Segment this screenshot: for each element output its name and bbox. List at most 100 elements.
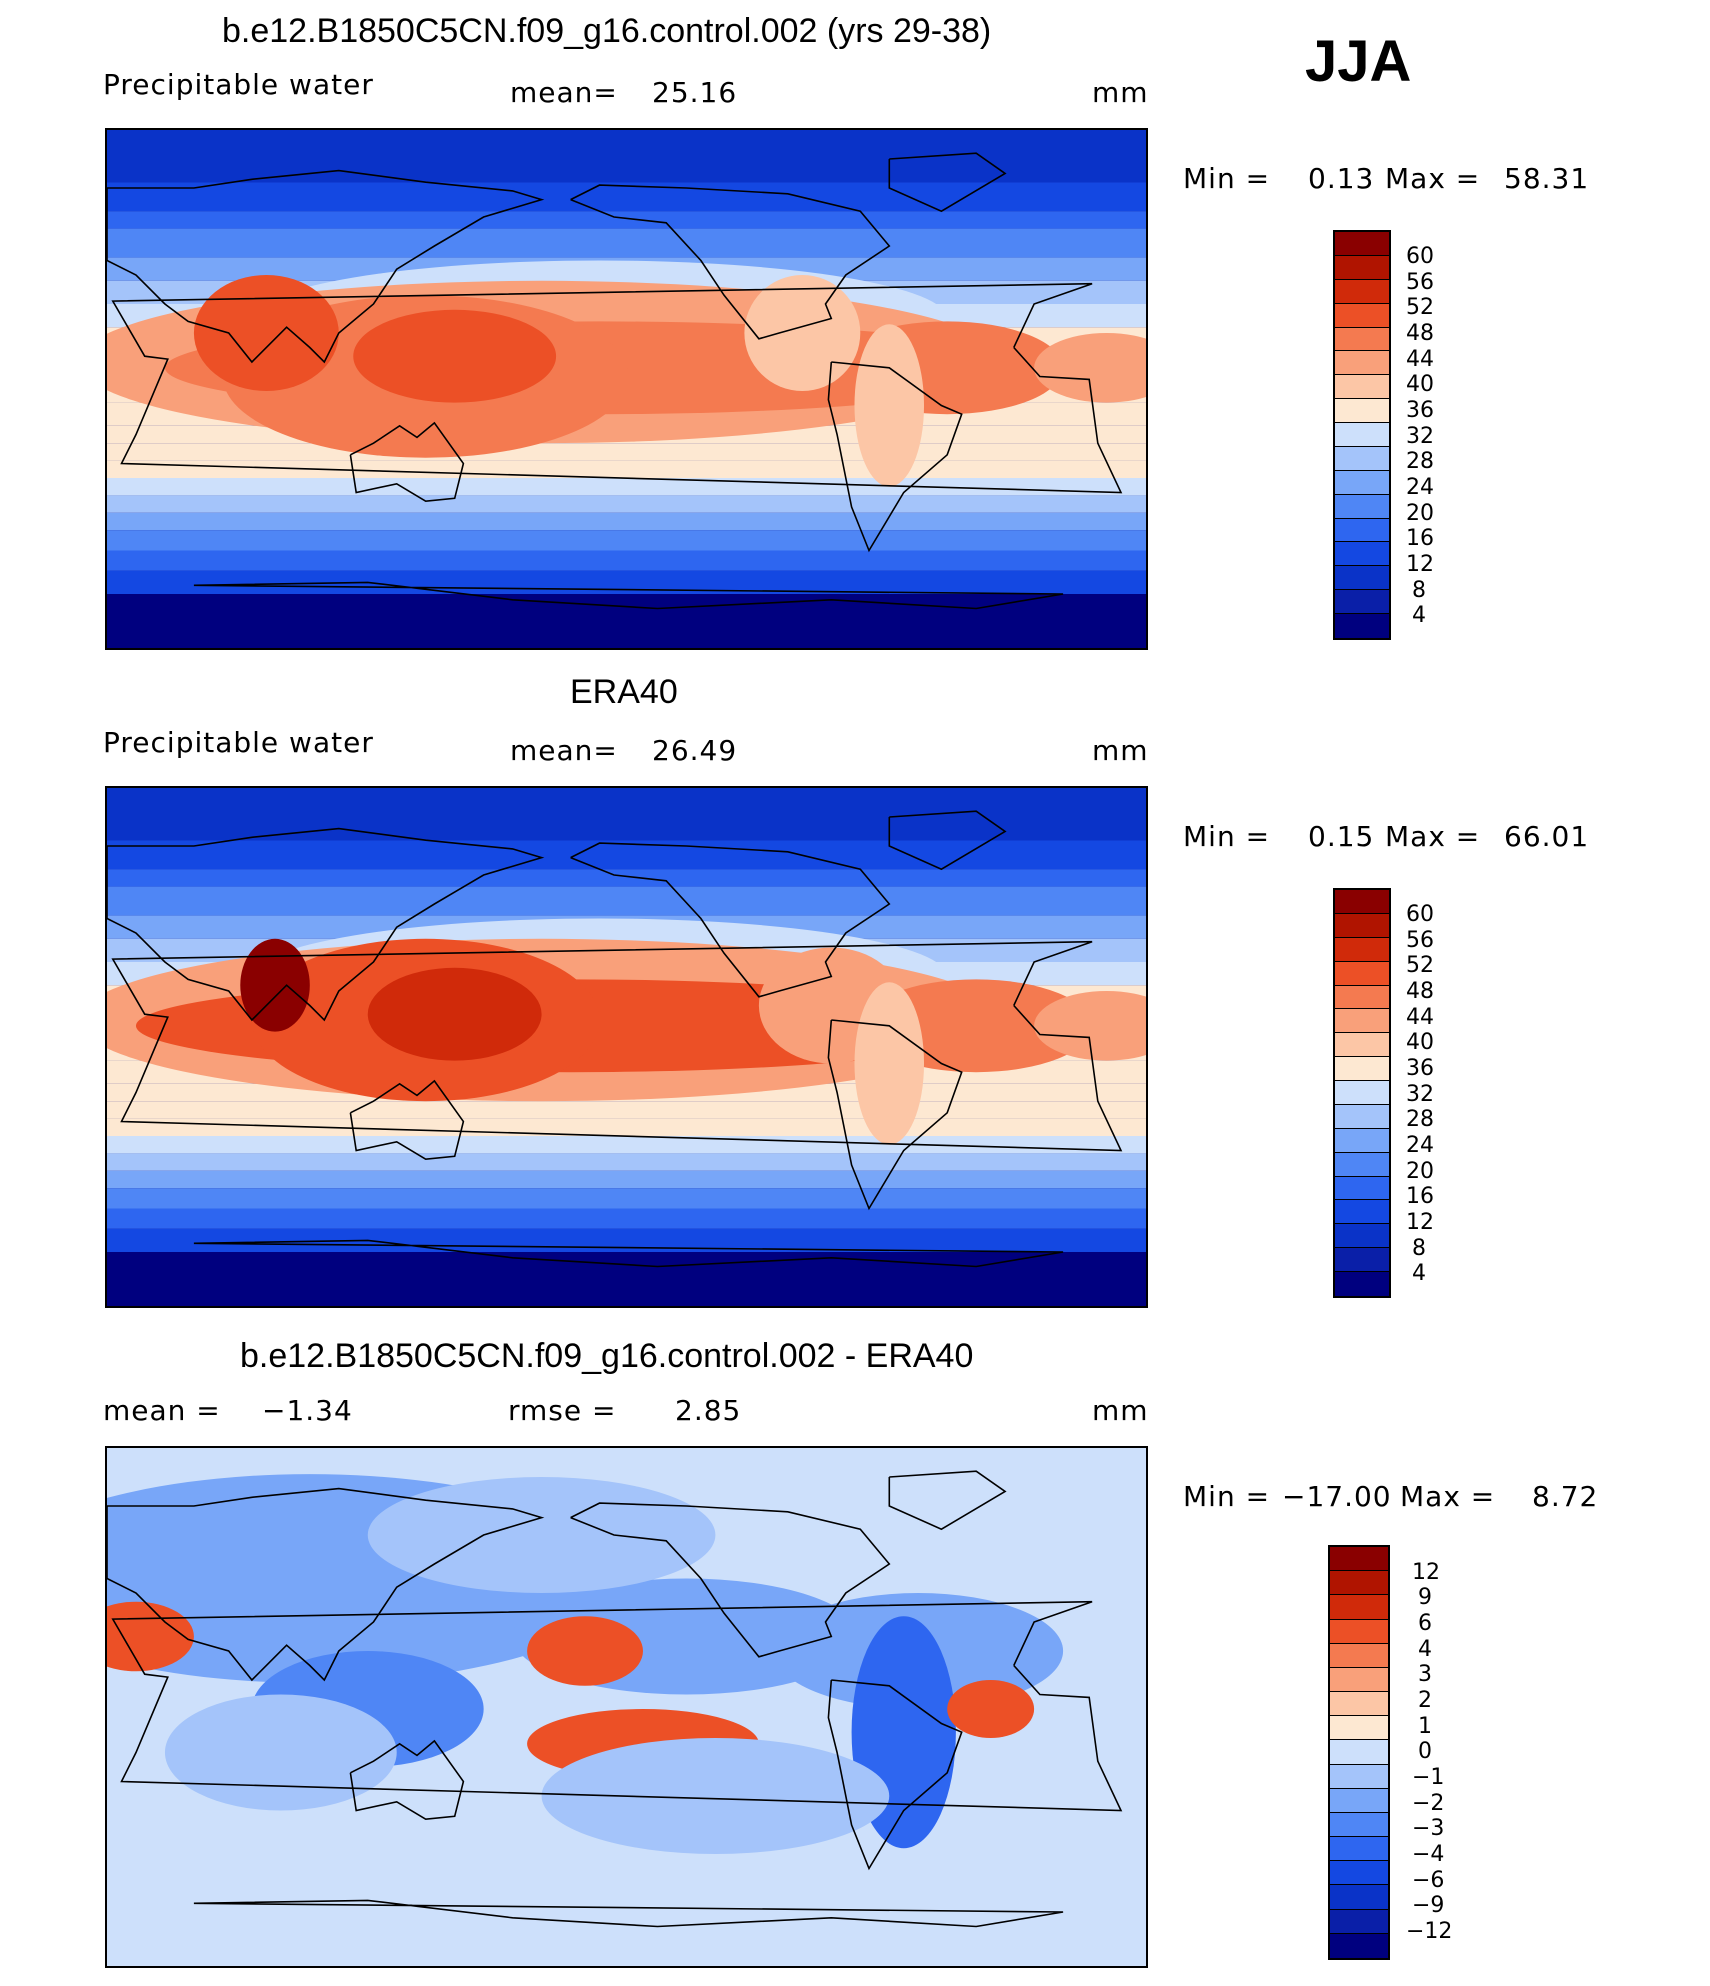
colorbar-label: 8 [1412,1236,1426,1261]
colorbar-swatch [1330,1764,1388,1789]
colorbar-swatch [1330,1909,1388,1934]
coastline [827,1679,963,1871]
colorbar-label: 2 [1418,1688,1432,1713]
colorbar-label: 4 [1412,1261,1426,1286]
colorbar-label: 20 [1406,501,1434,526]
mean-label: mean= [510,76,618,109]
colorbar-label: 0 [1418,1739,1432,1764]
colorbar-swatch [1330,1595,1388,1620]
colorbar-swatch [1335,232,1389,256]
contour-region [164,1694,397,1811]
colorbar-label: −3 [1412,1816,1445,1841]
contour-band [107,1136,1146,1154]
world-map [105,1446,1148,1968]
colorbar-label: 8 [1412,578,1426,603]
colorbar-swatch [1330,1812,1388,1838]
contour-band [107,886,1146,916]
rmse-label: rmse = [508,1394,617,1427]
colorbar-label: 48 [1406,979,1434,1004]
colorbar-swatch [1335,279,1389,304]
mean-value: 25.16 [652,76,738,109]
colorbar-swatch [1335,494,1389,519]
coastline [193,1899,1064,1928]
contour-region [1034,991,1146,1061]
colorbar-label: 52 [1406,953,1434,978]
contour-band [107,182,1146,212]
colorbar-swatch [1330,1619,1388,1644]
colorbar-label: 24 [1406,475,1434,500]
contour-band [107,478,1146,496]
colorbar-label: 16 [1406,1184,1434,1209]
contour-region [947,1680,1035,1738]
colorbar-label: −12 [1406,1919,1453,1944]
world-map [105,786,1148,1308]
colorbar-swatch [1335,1128,1389,1153]
colorbar-label: 56 [1406,928,1434,953]
coastline [888,810,1007,871]
world-map [105,128,1148,650]
contour-band [107,228,1146,258]
colorbar-swatch [1335,890,1389,914]
contour-band [107,1188,1146,1209]
units-label: mm [1092,1394,1149,1427]
coastline [107,169,545,364]
colorbar-swatch [1335,1009,1389,1034]
contour-region [854,324,925,487]
min-value: −17.00 [1282,1480,1392,1513]
mean-label: mean = [103,1394,221,1427]
colorbar-swatch [1335,542,1389,567]
coastline [107,1487,545,1682]
colorbar-swatch [1330,1861,1388,1886]
colorbar-swatch [1335,399,1389,423]
contour-band [107,788,1146,841]
max-value: 8.72 [1532,1480,1599,1513]
colorbar-swatch [1335,470,1389,495]
panel-title: b.e12.B1850C5CN.f09_g16.control.002 (yrs… [222,12,992,50]
max-value: 58.31 [1504,162,1590,195]
colorbar-swatch [1335,1152,1389,1177]
colorbar-label: −2 [1412,1791,1445,1816]
contour-band [107,869,1146,887]
contour-region [744,275,861,391]
coastline [107,827,545,1022]
colorbar-swatch [1335,985,1389,1010]
contour-band [107,1118,1146,1136]
colorbar-label: 4 [1412,603,1426,628]
coastline [111,940,1123,1152]
contour-band [107,512,1146,531]
contour-band [107,211,1146,229]
contour-region [527,1616,643,1686]
colorbar-label: 60 [1406,244,1434,269]
colorbar [1328,1545,1390,1960]
coastline [193,1239,1064,1268]
contour-field [107,788,1146,1306]
colorbar-label: −4 [1412,1842,1445,1867]
coastline [193,581,1064,610]
coastline [888,1470,1007,1531]
colorbar-swatch [1335,327,1389,352]
coastline [349,1739,465,1821]
contour-region [1034,333,1146,403]
colorbar-swatch [1335,1272,1389,1296]
colorbar-swatch [1335,255,1389,280]
colorbar-label: 28 [1406,449,1434,474]
contour-band [107,840,1146,870]
colorbar-swatch [1335,937,1389,962]
colorbar-swatch [1330,1885,1388,1910]
colorbar [1333,230,1391,640]
rmse-value: 2.85 [675,1394,742,1427]
min-label: Min = [1183,1480,1271,1513]
colorbar-label: 12 [1412,1560,1440,1585]
contour-region [367,1477,716,1593]
colorbar-swatch [1335,1057,1389,1081]
colorbar-swatch [1335,1224,1389,1249]
min-label: Min = [1183,820,1271,853]
contour-band [107,495,1146,513]
colorbar-swatch [1335,375,1389,400]
colorbar-swatch [1335,1248,1389,1272]
coastline [570,1502,891,1658]
colorbar-label: 20 [1406,1159,1434,1184]
colorbar-swatch [1335,303,1389,328]
colorbar-label: 48 [1406,321,1434,346]
colorbar-swatch [1330,1740,1388,1765]
